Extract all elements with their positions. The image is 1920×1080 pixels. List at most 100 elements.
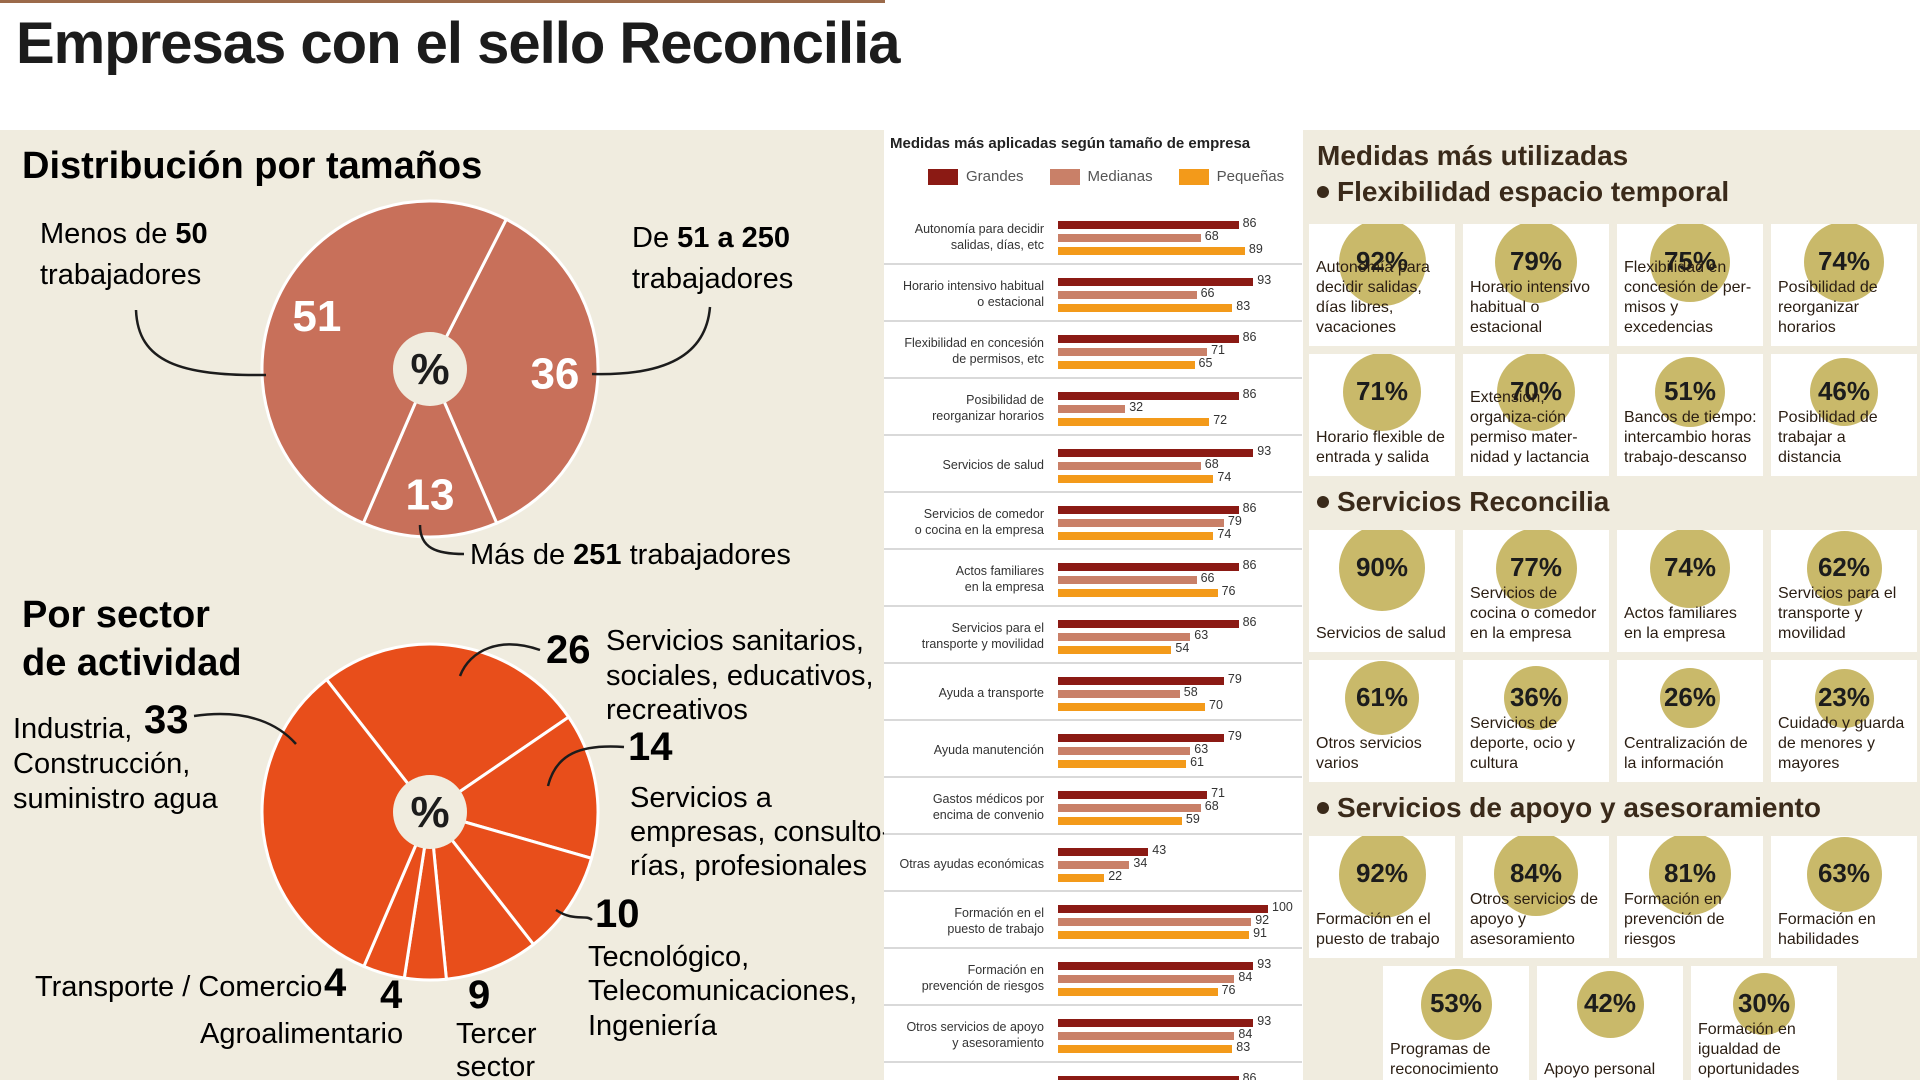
sector-pie-center-label: % (410, 788, 449, 837)
group-heading-apoyo: Servicios de apoyo y asesoramiento (1317, 792, 1821, 824)
bar-value-label-pequenas: 76 (1221, 584, 1236, 598)
sector-empresas-leader (546, 745, 625, 787)
sector-pie: % (260, 642, 600, 982)
measure-label: Programas de reconocimiento (1390, 1041, 1499, 1078)
measure-label: Extensión, organiza-ción permiso mater-n… (1470, 389, 1590, 466)
measure-card: 53% Programas de reconocimiento (1383, 966, 1529, 1080)
measure-label: Centralización de la información (1624, 735, 1748, 772)
bar-pequenas (1058, 646, 1172, 654)
sector-pie-slice (260, 677, 432, 969)
bar-group-row: Ayuda manutención 79 63 61 (884, 721, 1302, 778)
bar-group-row: Actos familiares en la empresa 86 66 76 (884, 550, 1302, 607)
bar-medianas (1058, 405, 1126, 413)
measure-label: Horario flexible de entrada y salida (1316, 429, 1445, 466)
bar-grandes (1058, 1076, 1239, 1080)
sector-sanitarios-line1: Servicios sanitarios, (606, 625, 864, 657)
measure-percent: 42% (1583, 988, 1637, 1018)
bar-grandes (1058, 278, 1254, 286)
bar-grandes (1058, 677, 1224, 685)
measure-label: Servicios para el transporte y movilidad (1778, 585, 1897, 642)
bar-value-label-medianas: 58 (1183, 685, 1198, 699)
measure-card: 75% Flexibilidad en concesión de per-miso… (1617, 224, 1763, 346)
bullet-icon (1317, 496, 1329, 508)
group-heading-apoyo-text: Servicios de apoyo y asesoramiento (1337, 792, 1821, 823)
sector-transporte-value: 4 (324, 961, 347, 1005)
size-large-leader (418, 524, 465, 556)
page-title: Empresas con el sello Reconcilia (16, 11, 901, 76)
measure-card: 36% Servicios de deporte, ocio y cultura (1463, 660, 1609, 782)
sector-sanitarios-line3: recreativos (606, 694, 748, 726)
sector-tercer-line1: Tercer (456, 1018, 537, 1050)
bar-value-label-pequenas: 76 (1221, 983, 1236, 997)
measure-card: 74% Actos familiares en la empresa (1617, 530, 1763, 652)
sector-tecno-line2: Telecomunicaciones, (588, 975, 857, 1007)
legend-item-pequenas: Pequeñas (1178, 168, 1284, 185)
bar-value-label-grandes: 79 (1227, 672, 1242, 686)
sector-empresas-value: 14 (628, 725, 673, 769)
bar-value-label-pequenas: 65 (1198, 356, 1213, 370)
bar-medianas (1058, 1032, 1235, 1040)
bar-value-label-pequenas: 70 (1209, 698, 1223, 712)
measure-label: Posibilidad de reorganizar horarios (1778, 279, 1878, 336)
percent-disc (1650, 224, 1730, 302)
measure-percent: 75% (1663, 246, 1717, 276)
sector-pie-slice (324, 642, 571, 815)
group-heading-reconcilia-text: Servicios Reconcilia (1337, 486, 1610, 517)
measure-card: 26% Centralización de la información (1617, 660, 1763, 782)
bar-pequenas (1058, 931, 1250, 939)
size-pie-center-label: % (410, 345, 449, 394)
bullet-icon (1317, 802, 1329, 814)
bar-value-label-medianas: 63 (1194, 628, 1209, 642)
size-pie-slice (361, 365, 499, 539)
measure-percent: 23% (1817, 682, 1871, 712)
size-mid-label-line2: trabajadores (632, 263, 793, 295)
sector-heading-2: de actividad (22, 642, 242, 684)
bar-pequenas (1058, 760, 1187, 768)
bar-group-row: Formación en habilidades8668 (884, 1063, 1302, 1080)
percent-disc (1806, 836, 1882, 912)
bar-group-row: Otros servicios de apoyo y asesoramiento… (884, 1006, 1302, 1063)
percent-disc (1649, 836, 1731, 915)
bar-category-label: Formación en el puesto de trabajo (947, 905, 1044, 936)
measure-percent: 36% (1509, 682, 1563, 712)
measure-label: Horario intensivo habitual o estacional (1470, 279, 1591, 336)
bar-category-label: Autonomía para decidir salidas, días, et… (914, 221, 1044, 252)
sector-pie-center-hole (393, 775, 467, 849)
size-large-label-b: 251 (573, 539, 621, 571)
bar-category-label: Ayuda manutención (933, 742, 1044, 757)
bar-value-label-grandes: 86 (1242, 216, 1257, 230)
measure-label: Autonomía para decidir salidas, días lib… (1316, 259, 1430, 336)
measure-card: 90% Servicios de salud (1309, 530, 1455, 652)
bar-value-label-medianas: 66 (1200, 571, 1215, 585)
bar-value-label-pequenas: 89 (1248, 242, 1263, 256)
measure-card: 71% Horario flexible de entrada y salida (1309, 354, 1455, 476)
bar-category-label: Formación en habilidades (884, 1063, 1044, 1080)
legend-label-medianas: Medianas (1087, 168, 1153, 185)
bar-value-label-medianas: 71 (1211, 343, 1225, 357)
left-panel: Distribución por tamaños 36 13 51% Menos d… (0, 130, 884, 1080)
bar-grandes (1058, 905, 1268, 913)
bar-medianas (1058, 690, 1180, 698)
right-panel: Medidas más utilizadas Flexibilidad espa… (1303, 130, 1920, 1080)
percent-disc (1495, 530, 1577, 609)
sector-tercer-value: 9 (468, 973, 490, 1017)
bar-medianas (1058, 747, 1191, 755)
percent-disc (1494, 836, 1578, 916)
measure-label: Servicios de cocina o comedor en la empr… (1470, 585, 1597, 642)
bar-pequenas (1058, 304, 1233, 312)
size-large-label: Más de 251 trabajadores (470, 539, 791, 571)
bar-value-label-grandes: 93 (1257, 1014, 1272, 1028)
sector-sanitarios-value: 26 (546, 628, 591, 672)
size-small-label-line1: Menos de 50 (40, 218, 208, 250)
bar-category-label: Servicios para el transporte y movilidad (921, 620, 1044, 651)
measure-percent: 63% (1817, 858, 1871, 888)
sector-industria-line2: Construcción, (13, 748, 190, 780)
bar-grandes (1058, 734, 1224, 742)
bar-value-label-medianas: 79 (1227, 514, 1242, 528)
pie-charts-canvas: Distribución por tamaños 36 13 51% Menos d… (13, 145, 884, 1080)
bar-category-label: Gastos médicos por encima de convenio (932, 791, 1044, 822)
group-heading-flexibilidad: Flexibilidad espacio temporal (1317, 176, 1729, 208)
bar-value-label-pequenas: 74 (1217, 470, 1232, 484)
bar-grandes (1058, 221, 1239, 229)
bar-medianas (1058, 462, 1201, 470)
